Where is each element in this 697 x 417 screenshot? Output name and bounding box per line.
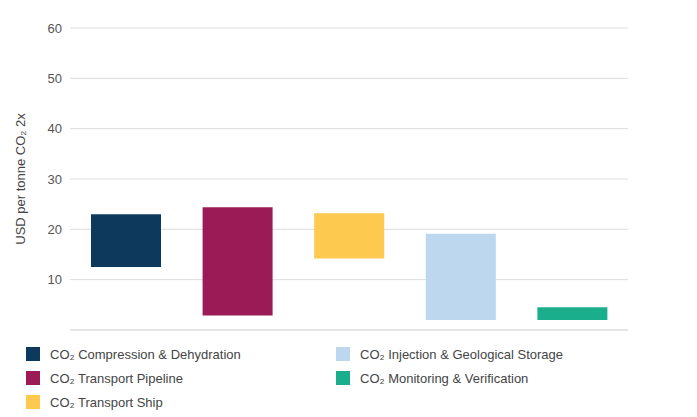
html-text:CO₂ Compression & Dehydration: CO₂ Compression & Dehydration [50, 346, 241, 362]
html-text:CO₂ Transport Ship: CO₂ Transport Ship [50, 394, 163, 410]
svg-text:30: 30 [48, 172, 62, 187]
svg-text:10: 10 [48, 272, 62, 287]
html-text:CO₂ Transport Pipeline: CO₂ Transport Pipeline [50, 370, 183, 386]
svg-text:40: 40 [48, 121, 62, 136]
html-text:CO₂ Injection & Geological Sto: CO₂ Injection & Geological Storage [360, 346, 563, 362]
svg-text:60: 60 [48, 21, 62, 36]
svg-text:50: 50 [48, 71, 62, 86]
svg-text:USD per tonne CO₂ 2x: USD per tonne CO₂ 2x [13, 113, 28, 245]
html-text:CO₂ Monitoring & Verification: CO₂ Monitoring & Verification [360, 370, 529, 386]
svg-text:20: 20 [48, 222, 62, 237]
